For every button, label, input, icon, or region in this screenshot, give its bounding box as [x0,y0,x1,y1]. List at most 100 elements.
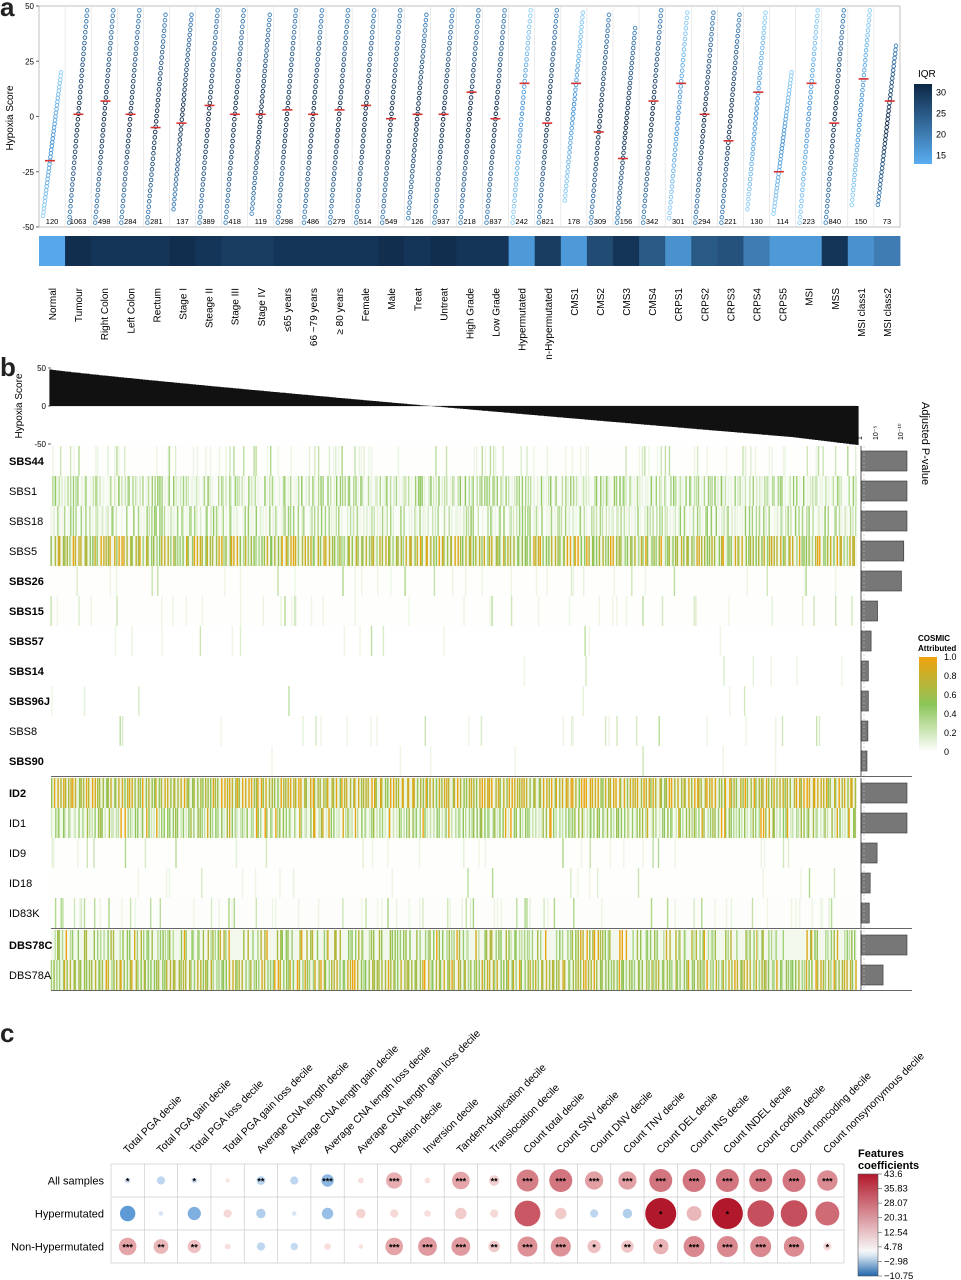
score-dot [148,183,153,188]
heatmap-cell-lines [117,808,738,838]
score-dot [676,105,682,110]
score-dot [757,70,763,76]
score-dot [649,122,654,127]
heatmap-cell-lines [126,960,618,990]
score-dot [121,187,127,193]
coefficient-circle [321,1207,334,1220]
signature-label: DBS78A [9,970,52,982]
heatmap-cell-lines [437,506,661,536]
score-dot [539,187,544,193]
score-dot [41,206,47,211]
heatmap-cell-lines [105,536,537,566]
cosmic-legend-bar [919,657,937,752]
score-dot [840,19,846,24]
score-dot [867,8,873,13]
heatmap-cell-lines [247,536,339,566]
heatmap-cell-lines [140,930,693,960]
score-dot [779,146,785,151]
group-count: 498 [98,217,111,226]
score-dot [544,127,549,133]
score-dot [358,165,363,171]
score-dot [598,103,604,108]
score-dot [799,198,804,204]
heatmap-cell-lines [515,960,720,990]
score-dot [306,160,312,165]
score-dot [630,50,636,56]
score-dot [812,40,818,46]
score-dot [632,30,637,36]
score-dot [806,111,812,117]
heatmap-cell-lines [414,808,792,838]
score-dot [747,181,753,187]
score-dot [145,215,151,220]
score-dot [539,182,545,187]
score-dot [494,100,500,106]
heatmap-cell-lines [157,476,543,506]
score-dot [522,73,528,78]
score-dot [809,78,814,84]
score-dot [500,24,506,29]
score-dot [95,193,100,198]
score-dot [344,24,349,29]
heatmap-cell-lines [480,808,714,838]
signature-label: ID1 [9,818,26,830]
y-tick-label: 50 [37,364,46,373]
group-label: 66 ~79 years [309,288,320,346]
score-dot [342,51,347,57]
score-dot [392,68,398,73]
score-dot [207,100,213,106]
score-dot [201,176,206,182]
score-dot [460,187,466,193]
score-dot [604,33,610,39]
coef-legend-tick: 28.07 [884,1198,908,1209]
heatmap-cell-lines [280,778,395,808]
coefficient-circle [587,1239,601,1254]
heatmap-cell-lines [54,898,703,928]
score-dot [121,193,126,198]
significance-stars: * [826,1243,830,1253]
heatmap-cell-lines [86,838,95,868]
score-dot [751,141,756,147]
heatmap-cell-lines [593,536,629,566]
score-dot [697,166,703,171]
score-dot [107,46,113,51]
heatmap-cell-lines [141,808,688,838]
panel-c-letter: c [0,1018,15,1048]
score-dot [151,151,156,156]
significance-stars: * [592,1243,596,1253]
score-dot [878,174,884,179]
panel-a-counts: 120 1063 498 284 281 137 389 418 119 298 486 279 514… [46,217,891,226]
heatmap-cell-lines [185,808,386,838]
heatmap-cell-lines [339,536,817,566]
significance-stars: * [659,1210,663,1220]
score-dot [411,153,417,158]
score-dot [674,126,680,131]
heatmap-cell-lines [50,506,848,536]
score-dot [700,134,705,139]
cosmic-legend-tick: 1.0 [944,652,957,662]
heatmap-cell-lines [244,536,765,566]
score-dot [189,12,194,18]
score-dot [279,171,285,176]
score-dot [803,149,808,155]
coefficient-circle [488,1240,500,1253]
heatmap-cell-lines [247,930,262,960]
score-dot [826,182,832,187]
score-dot [486,198,491,204]
score-dot [152,140,157,145]
heatmap-cell-lines [75,476,741,506]
score-dot [705,74,711,80]
score-dot [837,51,843,57]
iqr-cell [273,236,301,266]
score-dot [496,73,502,78]
score-dot [878,178,883,183]
score-dot [253,165,259,171]
heatmap-cell-lines [354,778,679,808]
group-label: CRPS1 [674,288,685,322]
heatmap-cell-lines [192,778,279,808]
score-dot [733,49,739,55]
score-dot [282,144,287,149]
score-dot [437,155,443,160]
score-dot [251,191,256,196]
